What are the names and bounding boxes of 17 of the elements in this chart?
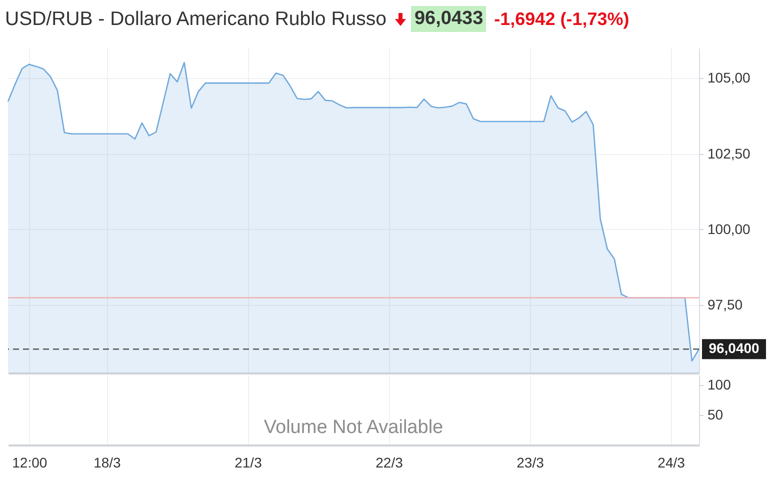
x-tick-label: 22/3 (376, 454, 404, 470)
x-tick-label: 23/3 (516, 454, 544, 470)
x-tick-label: 12:00 (12, 454, 48, 470)
chart-title: USD/RUB - Dollaro Americano Rublo Russo (5, 8, 386, 30)
text: 96,0433 (411, 6, 486, 32)
text: -1,6942 (-1,73%) (494, 8, 630, 30)
x-tick-label: 21/3 (234, 454, 262, 470)
ref-line-label: 96,0400 (708, 340, 760, 356)
y-tick-label: 97,50 (708, 296, 743, 312)
y-tick-label: 100 (708, 376, 732, 393)
y-tick-label: 100,00 (708, 220, 751, 237)
x-tick-label: 18/3 (94, 454, 122, 470)
x-tick-label: 24/3 (658, 454, 686, 470)
y-tick-label: 105,00 (708, 70, 751, 86)
y-tick-label: 50 (708, 406, 724, 423)
y-tick-label: 102,50 (708, 145, 751, 162)
annotation: Volume Not Available (264, 416, 444, 438)
